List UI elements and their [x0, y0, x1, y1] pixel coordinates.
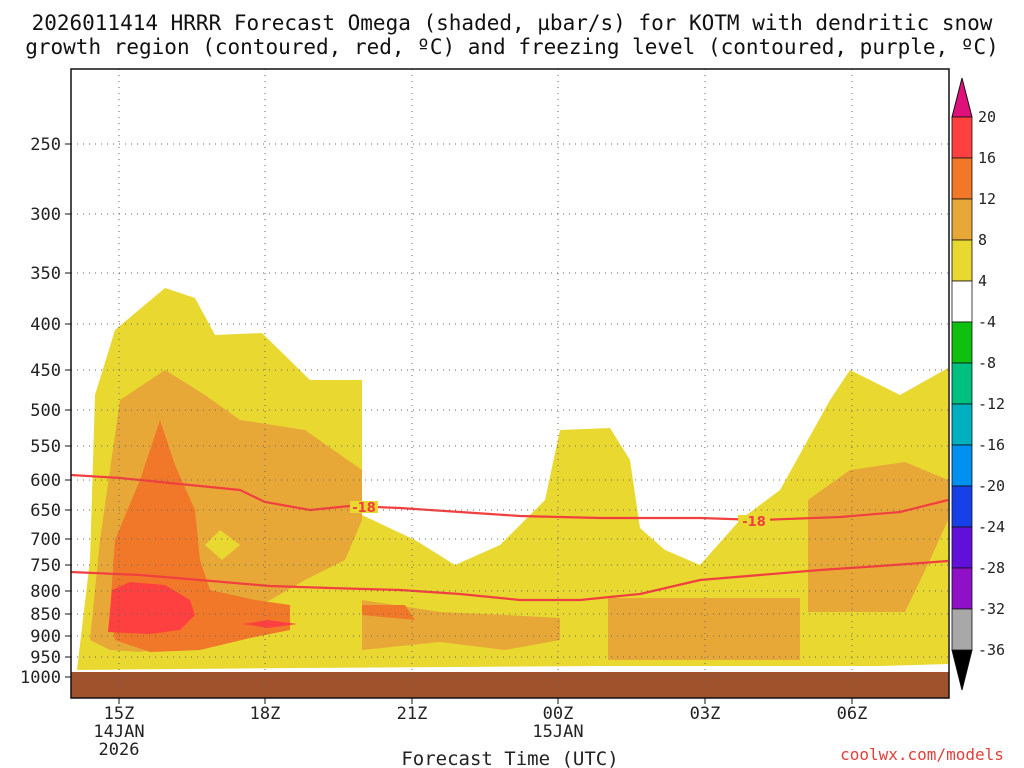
y-tick-label: 1000: [20, 668, 61, 688]
x-tick-sublabel: 14JAN: [93, 722, 144, 742]
contour-label-1: -18: [352, 501, 376, 516]
y-tick-label: 600: [30, 471, 61, 491]
colorbar-label: 20: [978, 108, 996, 126]
colorbar-label: -28: [978, 559, 1005, 577]
omega-shade-8-12-b: [362, 600, 560, 650]
y-tick-label: 500: [30, 401, 61, 421]
colorbar-swatch: [951, 280, 973, 323]
omega-shade-8-12-d: [808, 462, 948, 612]
x-tick-sublabel: 15JAN: [532, 722, 583, 742]
dgz-top-contour: [71, 473, 949, 522]
plot-area: -18 -18: [71, 69, 949, 698]
colorbar-label: 4: [978, 272, 987, 290]
x-tick-sublabel: 2026: [99, 740, 140, 760]
colorbar-swatch: [951, 567, 973, 610]
omega-shade-16-20: [108, 582, 195, 634]
colorbar-swatch: [951, 444, 973, 487]
y-tick-label: 450: [30, 361, 61, 381]
contour-label-2: -18: [742, 515, 766, 530]
y-tick-label: 550: [30, 437, 61, 457]
colorbar-label: -24: [978, 518, 1005, 536]
x-tick-label: 06Z: [837, 704, 868, 724]
dgz-bottom-contour: [71, 559, 949, 602]
omega-hole: [205, 530, 240, 560]
omega-shade-12-16-b: [362, 605, 415, 620]
x-tick-label: 15Z: [104, 704, 135, 724]
ground: [71, 672, 949, 698]
y-axis: 2503003504004505005506006507007508008509…: [20, 135, 71, 688]
y-tick-label: 250: [30, 135, 61, 155]
colorbar-label: -32: [978, 600, 1005, 618]
colorbar-label: -8: [978, 354, 996, 372]
colorbar-swatch: [951, 321, 973, 364]
y-tick-label: 650: [30, 501, 61, 521]
credit-text: coolwx.com/models: [840, 745, 1004, 764]
colorbar-label: -4: [978, 313, 996, 331]
omega-shade-16-20-b: [243, 620, 297, 628]
omega-shade-8-12-c: [608, 598, 800, 660]
colorbar-swatch: [951, 403, 973, 446]
colorbar-swatch: [951, 608, 973, 651]
y-tick-label: 900: [30, 627, 61, 647]
y-tick-label: 750: [30, 556, 61, 576]
colorbar-label: -20: [978, 477, 1005, 495]
colorbar-label: 16: [978, 149, 996, 167]
plot-frame: [70, 68, 950, 699]
x-tick-label: 18Z: [250, 704, 281, 724]
colorbar-top-arrow: [951, 77, 973, 118]
colorbar-swatch: [951, 198, 973, 241]
x-tick-label: 00Z: [543, 704, 574, 724]
colorbar-swatch: [951, 239, 973, 282]
chart-title-line1: 2026011414 HRRR Forecast Omega (shaded, …: [32, 11, 993, 35]
y-tick-label: 800: [30, 582, 61, 602]
surface-line: [71, 664, 948, 672]
contour-label-bg-2: [738, 515, 770, 527]
y-tick-label: 350: [30, 264, 61, 284]
colorbar-swatch: [951, 526, 973, 569]
gridlines: [71, 69, 949, 698]
y-tick-label: 700: [30, 530, 61, 550]
colorbar-label: -12: [978, 395, 1005, 413]
colorbar-label: -16: [978, 436, 1005, 454]
colorbar-swatch: [951, 157, 973, 200]
y-tick-label: 850: [30, 605, 61, 625]
y-tick-label: 400: [30, 315, 61, 335]
chart-title-line2: growth region (contoured, red, ºC) and f…: [25, 35, 999, 59]
colorbar-swatch: [951, 485, 973, 528]
colorbar-label: 8: [978, 231, 987, 249]
contour-label-bg-1: [350, 501, 378, 513]
y-tick-label: 300: [30, 205, 61, 225]
colorbar-swatch: [951, 362, 973, 405]
x-tick-label: 03Z: [690, 704, 721, 724]
colorbar: 20 16 12 8 4 -4 -8 -12 -16 -20 -24 -28 -32 -36: [951, 77, 1005, 691]
x-tick-label: 21Z: [397, 704, 428, 724]
colorbar-swatch: [951, 116, 973, 159]
x-axis-label: Forecast Time (UTC): [401, 748, 618, 768]
colorbar-label: -36: [978, 641, 1005, 659]
colorbar-bottom-arrow: [951, 649, 973, 691]
colorbar-label: 12: [978, 190, 996, 208]
y-tick-label: 950: [30, 648, 61, 668]
